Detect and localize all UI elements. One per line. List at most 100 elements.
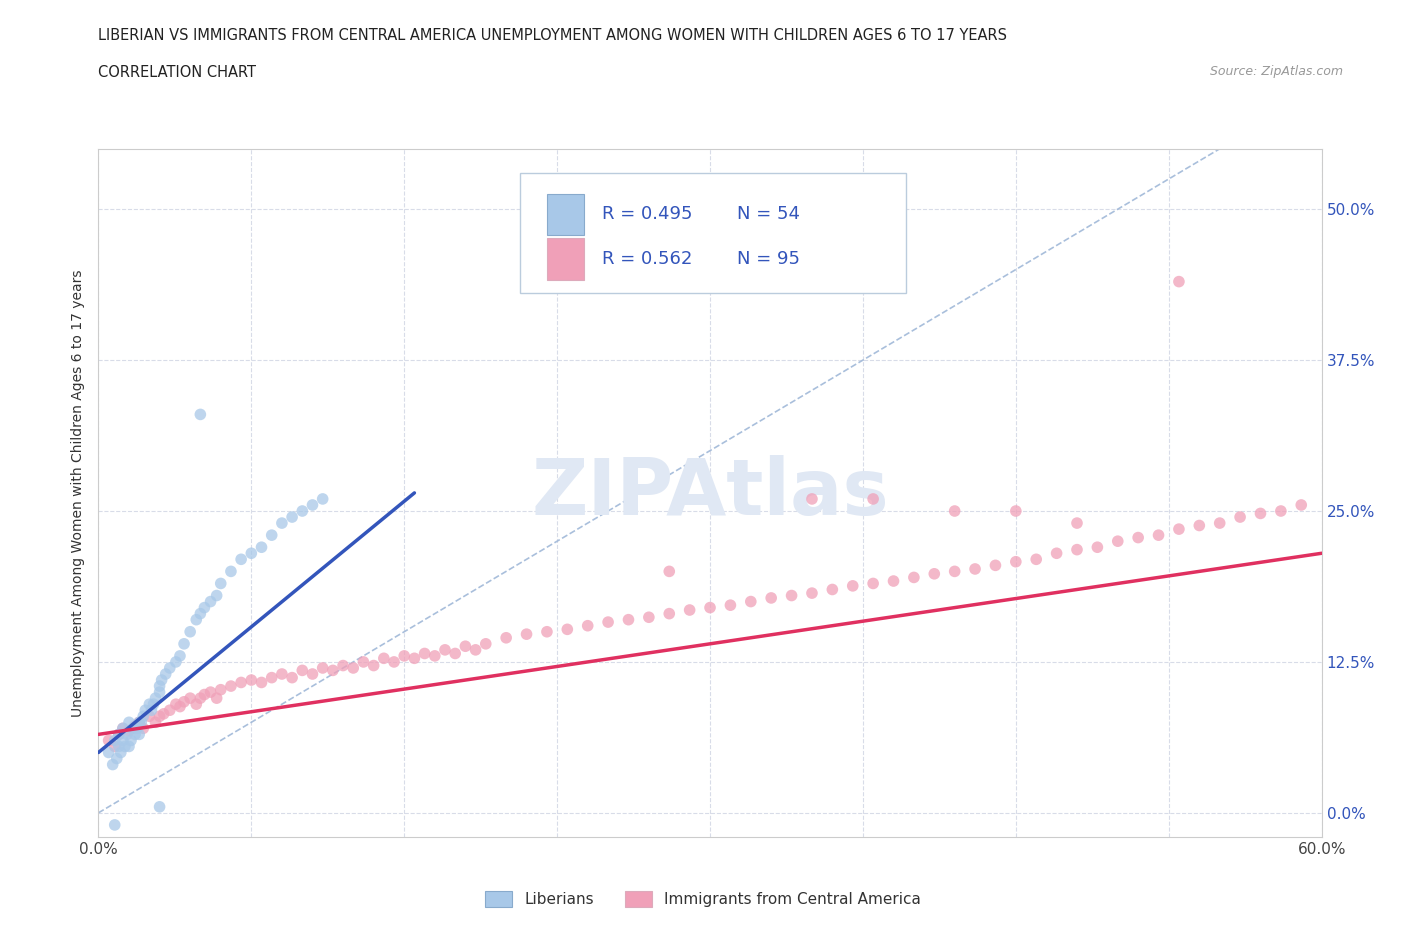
Point <box>188 407 212 422</box>
Point <box>413 646 436 661</box>
Point <box>104 739 127 754</box>
Point <box>231 551 253 566</box>
Point <box>638 610 661 625</box>
Point <box>1270 503 1292 518</box>
Point <box>382 655 405 670</box>
Point <box>281 671 304 685</box>
Point <box>205 691 228 706</box>
Point <box>291 663 314 678</box>
Point <box>576 618 599 633</box>
Point <box>720 598 742 613</box>
Point <box>250 675 273 690</box>
Text: N = 95: N = 95 <box>737 250 800 268</box>
Point <box>134 703 156 718</box>
Point <box>434 643 457 658</box>
Point <box>193 687 215 702</box>
Text: R = 0.562: R = 0.562 <box>602 250 693 268</box>
Point <box>124 727 146 742</box>
Point <box>281 510 304 525</box>
Point <box>922 566 945 581</box>
Point <box>149 679 172 694</box>
Point <box>1004 503 1026 518</box>
Point <box>179 624 201 639</box>
Point <box>231 675 253 690</box>
Point <box>1229 510 1251 525</box>
Point <box>186 697 208 711</box>
Point <box>423 648 446 663</box>
Point <box>118 715 141 730</box>
Point <box>474 636 498 651</box>
Y-axis label: Unemployment Among Women with Children Ages 6 to 17 years: Unemployment Among Women with Children A… <box>72 269 86 717</box>
Point <box>1066 515 1088 530</box>
Point <box>312 491 335 506</box>
Point <box>97 733 120 748</box>
Point <box>159 660 181 675</box>
Text: R = 0.495: R = 0.495 <box>602 206 693 223</box>
Point <box>1167 522 1189 537</box>
Point <box>862 576 884 591</box>
Point <box>108 739 131 754</box>
Point <box>1066 542 1088 557</box>
Point <box>209 683 232 698</box>
Point <box>152 707 174 722</box>
Point <box>108 727 131 742</box>
Point <box>1209 515 1232 530</box>
Point <box>1291 498 1313 512</box>
Point <box>536 624 558 639</box>
Point <box>1004 554 1026 569</box>
Point <box>557 622 579 637</box>
Bar <box>547 238 583 280</box>
Point <box>943 503 966 518</box>
Point <box>1025 551 1047 566</box>
Point <box>943 564 966 578</box>
Point <box>270 515 294 530</box>
Text: CORRELATION CHART: CORRELATION CHART <box>98 65 256 80</box>
Point <box>740 594 762 609</box>
Point <box>270 667 294 682</box>
Point <box>841 578 863 593</box>
Point <box>373 651 395 666</box>
Point <box>332 658 354 673</box>
Point <box>240 672 263 687</box>
Point <box>111 721 134 736</box>
Point <box>1147 527 1170 542</box>
Legend: Liberians, Immigrants from Central America: Liberians, Immigrants from Central Ameri… <box>478 884 928 913</box>
Point <box>404 651 426 666</box>
Point <box>173 636 195 651</box>
Point <box>141 703 163 718</box>
Point <box>658 606 681 621</box>
Point <box>127 721 149 736</box>
Point <box>965 562 987 577</box>
Text: ZIPAtlas: ZIPAtlas <box>531 455 889 531</box>
Point <box>188 606 212 621</box>
Point <box>1128 530 1150 545</box>
Point <box>516 627 538 642</box>
Point <box>363 658 385 673</box>
Point <box>444 646 467 661</box>
Point <box>240 546 263 561</box>
Text: LIBERIAN VS IMMIGRANTS FROM CENTRAL AMERICA UNEMPLOYMENT AMONG WOMEN WITH CHILDR: LIBERIAN VS IMMIGRANTS FROM CENTRAL AMER… <box>98 28 1008 43</box>
Point <box>173 695 195 710</box>
Point <box>1085 539 1108 554</box>
Point <box>124 719 146 734</box>
Point <box>115 727 138 742</box>
Point <box>122 721 145 736</box>
Point <box>464 643 486 658</box>
Text: N = 54: N = 54 <box>737 206 800 223</box>
Point <box>984 558 1007 573</box>
Point <box>165 655 187 670</box>
Point <box>138 697 160 711</box>
Point <box>679 603 702 618</box>
FancyBboxPatch shape <box>520 173 905 293</box>
Point <box>209 576 232 591</box>
Point <box>118 724 141 738</box>
Point <box>312 660 335 675</box>
Point <box>862 491 884 506</box>
Point <box>165 697 187 711</box>
Point <box>145 691 167 706</box>
Point <box>149 709 172 724</box>
Point <box>120 733 142 748</box>
Point <box>219 679 242 694</box>
Point <box>260 671 283 685</box>
Point <box>128 727 150 742</box>
